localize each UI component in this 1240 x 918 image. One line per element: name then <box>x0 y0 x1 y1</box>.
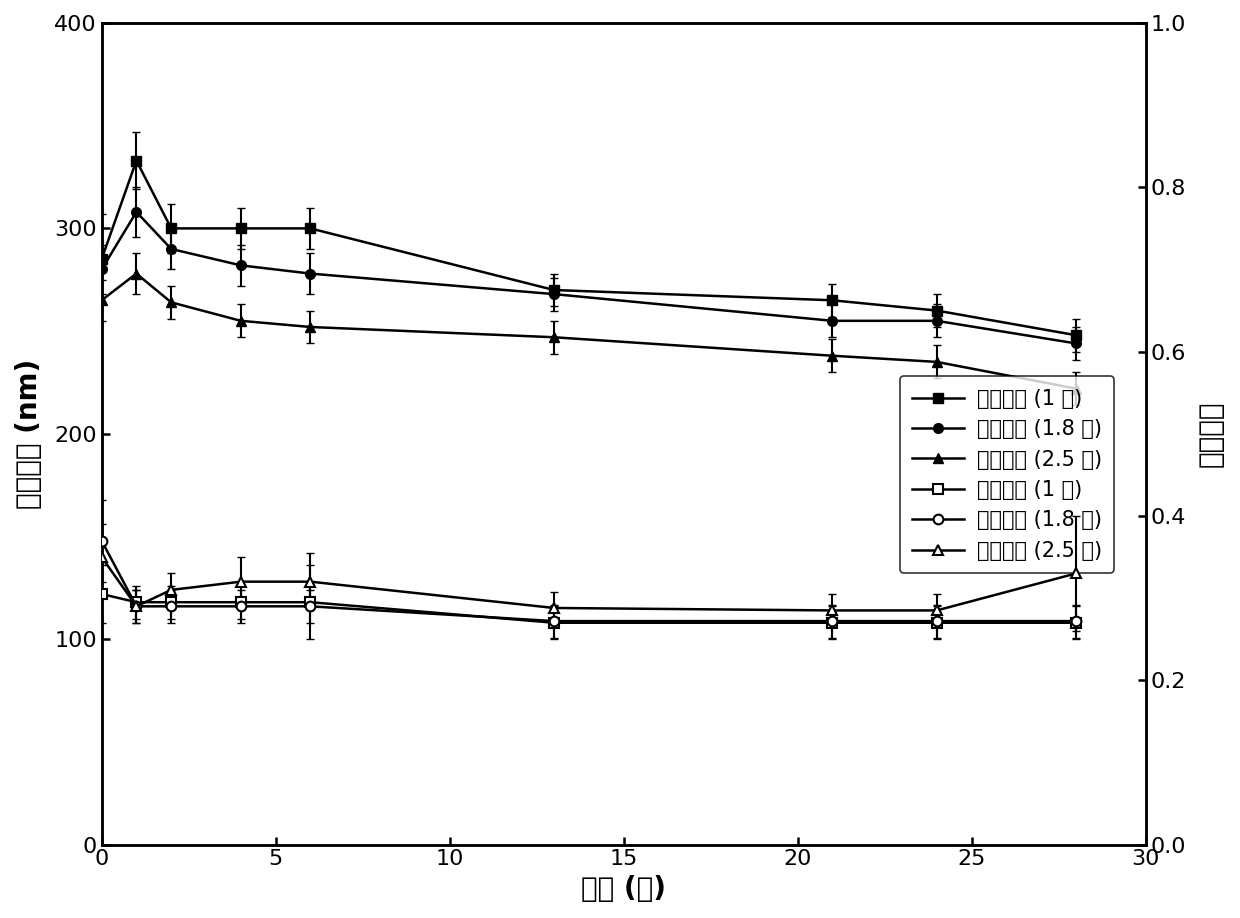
平均直径 (1.8 圈) <box>129 207 144 218</box>
Line: 多分散度 (2.5 圈): 多分散度 (2.5 圈) <box>97 552 1081 615</box>
平均直径 (2.5 圈) <box>303 321 317 332</box>
Legend: 平均直径 (1 圈), 平均直径 (1.8 圈), 平均直径 (2.5 圈), 多分散度 (1 圈), 多分散度 (1.8 圈), 多分散度 (2.5 圈): 平均直径 (1 圈), 平均直径 (1.8 圈), 平均直径 (2.5 圈), … <box>899 376 1115 574</box>
多分散度 (1 圈) <box>929 617 944 628</box>
平均直径 (1 圈) <box>233 223 248 234</box>
多分散度 (1.8 圈) <box>233 600 248 611</box>
Y-axis label: 多分散度: 多分散度 <box>1197 400 1225 467</box>
平均直径 (1 圈) <box>547 285 562 296</box>
多分散度 (2.5 圈) <box>129 600 144 611</box>
平均直径 (2.5 圈) <box>1069 383 1084 394</box>
多分散度 (1.8 圈) <box>129 600 144 611</box>
平均直径 (1.8 圈) <box>164 243 179 254</box>
平均直径 (2.5 圈) <box>547 331 562 342</box>
平均直径 (2.5 圈) <box>929 356 944 367</box>
平均直径 (1 圈) <box>94 253 109 264</box>
多分散度 (1.8 圈) <box>164 600 179 611</box>
多分散度 (2.5 圈) <box>164 585 179 596</box>
平均直径 (2.5 圈) <box>825 351 839 362</box>
多分散度 (2.5 圈) <box>547 602 562 613</box>
平均直径 (1 圈) <box>929 305 944 316</box>
X-axis label: 时间 (天): 时间 (天) <box>582 875 666 903</box>
平均直径 (1 圈) <box>303 223 317 234</box>
多分散度 (2.5 圈) <box>94 552 109 563</box>
平均直径 (1 圈) <box>1069 330 1084 341</box>
多分散度 (1 圈) <box>547 617 562 628</box>
多分散度 (1 圈) <box>825 617 839 628</box>
Line: 平均直径 (1 圈): 平均直径 (1 圈) <box>97 156 1081 340</box>
多分散度 (1 圈) <box>129 597 144 608</box>
多分散度 (1.8 圈) <box>825 616 839 627</box>
多分散度 (1.8 圈) <box>547 616 562 627</box>
Line: 多分散度 (1.8 圈): 多分散度 (1.8 圈) <box>97 536 1081 626</box>
多分散度 (1.8 圈) <box>94 535 109 546</box>
多分散度 (2.5 圈) <box>929 605 944 616</box>
Line: 多分散度 (1 圈): 多分散度 (1 圈) <box>97 589 1081 628</box>
多分散度 (1.8 圈) <box>929 616 944 627</box>
多分散度 (2.5 圈) <box>233 577 248 588</box>
平均直径 (1.8 圈) <box>303 268 317 279</box>
Y-axis label: 平均直径 (nm): 平均直径 (nm) <box>15 359 43 509</box>
多分散度 (1 圈) <box>233 597 248 608</box>
平均直径 (1 圈) <box>825 295 839 306</box>
平均直径 (2.5 圈) <box>233 315 248 326</box>
多分散度 (1 圈) <box>94 588 109 599</box>
平均直径 (2.5 圈) <box>94 295 109 306</box>
多分散度 (1 圈) <box>1069 617 1084 628</box>
平均直径 (1 圈) <box>164 223 179 234</box>
多分散度 (1 圈) <box>303 597 317 608</box>
平均直径 (1.8 圈) <box>825 315 839 326</box>
平均直径 (1.8 圈) <box>1069 338 1084 349</box>
多分散度 (1.8 圈) <box>303 600 317 611</box>
多分散度 (2.5 圈) <box>303 577 317 588</box>
Line: 平均直径 (1.8 圈): 平均直径 (1.8 圈) <box>97 207 1081 348</box>
多分散度 (2.5 圈) <box>825 605 839 616</box>
Line: 平均直径 (2.5 圈): 平均直径 (2.5 圈) <box>97 269 1081 394</box>
多分散度 (2.5 圈) <box>1069 568 1084 579</box>
平均直径 (1.8 圈) <box>233 260 248 271</box>
平均直径 (1 圈) <box>129 155 144 166</box>
平均直径 (1.8 圈) <box>94 264 109 275</box>
平均直径 (1.8 圈) <box>929 315 944 326</box>
平均直径 (2.5 圈) <box>164 297 179 308</box>
平均直径 (2.5 圈) <box>129 268 144 279</box>
多分散度 (1.8 圈) <box>1069 616 1084 627</box>
平均直径 (1.8 圈) <box>547 288 562 299</box>
多分散度 (1 圈) <box>164 597 179 608</box>
